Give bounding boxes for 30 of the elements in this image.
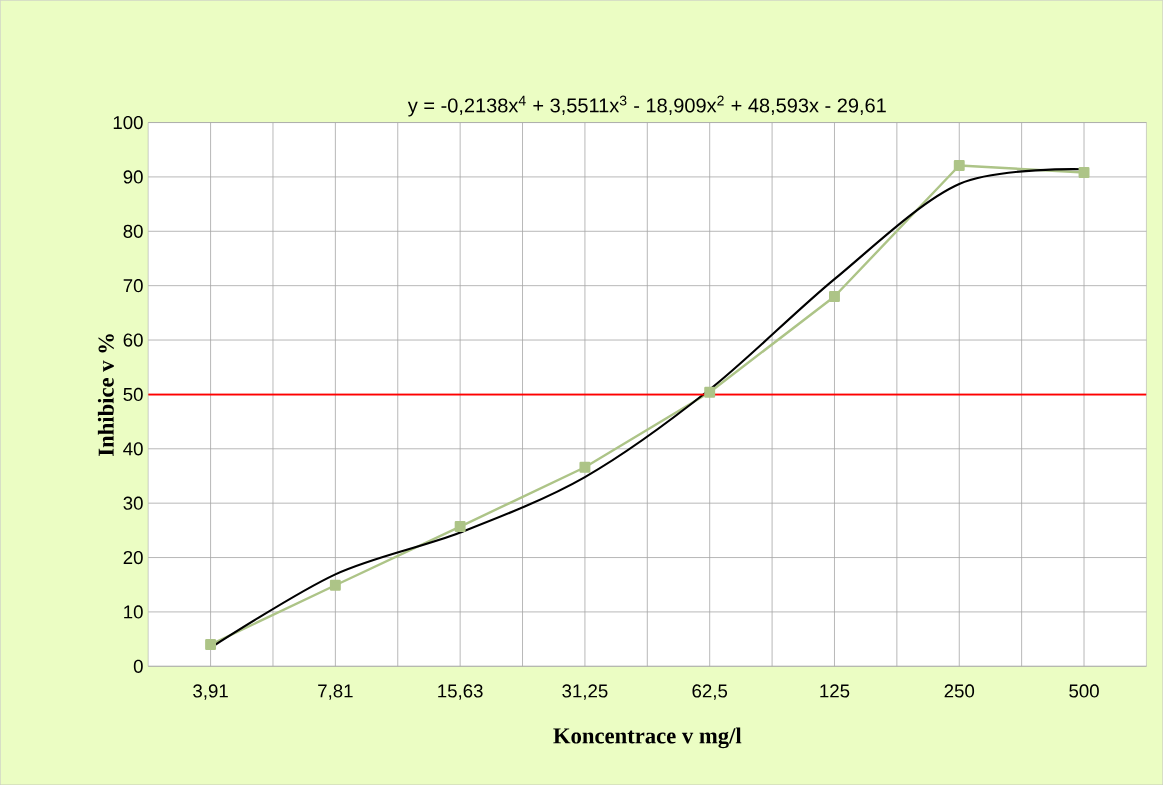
y-tick-label: 0 bbox=[133, 659, 143, 673]
y-tick-label: 70 bbox=[123, 278, 143, 293]
y-tick-label: 20 bbox=[123, 550, 143, 565]
x-axis-title: Koncentrace v mg/l bbox=[553, 727, 742, 749]
x-tick-label: 3,91 bbox=[193, 684, 228, 700]
point bbox=[1078, 167, 1090, 178]
point bbox=[704, 386, 716, 398]
y-tick-label: 100 bbox=[113, 115, 143, 130]
x-tick-label: 62,5 bbox=[692, 684, 728, 700]
x-tick-label: 7,81 bbox=[318, 684, 353, 700]
text: y = -0,2138x$^{4}$ + 3,5511x$^{3}$ - 18,909x$^{2}$ + 48,593x - 29,61 bbox=[407, 95, 886, 117]
x-tick-label: 500 bbox=[1069, 684, 1099, 698]
x-tick-label: 15,63 bbox=[438, 684, 483, 700]
point bbox=[454, 521, 466, 532]
y-axis-title: Inhibice v % bbox=[97, 334, 114, 456]
point bbox=[829, 291, 840, 302]
y-tick-label: 60 bbox=[123, 333, 143, 347]
point bbox=[579, 461, 591, 473]
y-tick-label: 50 bbox=[123, 387, 143, 401]
x-tick-label: 250 bbox=[944, 684, 975, 698]
y-tick-label: 80 bbox=[123, 224, 143, 238]
point bbox=[953, 159, 965, 171]
y-tick-label: 10 bbox=[124, 605, 143, 619]
y-tick-label: 30 bbox=[123, 496, 143, 510]
x-tick-label: 125 bbox=[820, 684, 850, 698]
x-tick-label: 31,25 bbox=[562, 684, 608, 700]
y-tick-label: 90 bbox=[123, 170, 143, 184]
point bbox=[205, 639, 217, 650]
y-tick-label: 40 bbox=[123, 442, 143, 456]
point bbox=[329, 579, 341, 591]
